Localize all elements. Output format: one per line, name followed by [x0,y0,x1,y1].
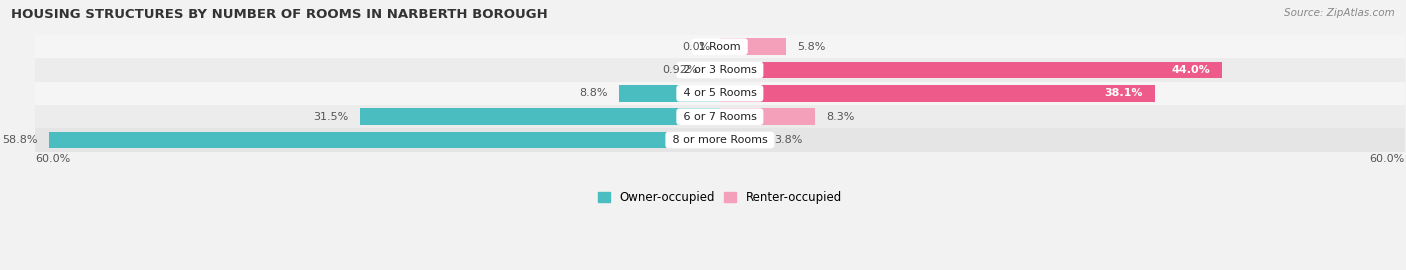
Bar [720,85,1154,102]
Text: 4 or 5 Rooms: 4 or 5 Rooms [679,88,761,98]
Bar [35,35,1405,58]
Legend: Owner-occupied, Renter-occupied: Owner-occupied, Renter-occupied [593,187,846,209]
Text: 0.0%: 0.0% [682,42,710,52]
Bar [35,105,1405,128]
Bar [360,108,720,125]
Text: 8 or more Rooms: 8 or more Rooms [669,135,770,145]
Bar [720,108,814,125]
Text: 5.8%: 5.8% [797,42,825,52]
Bar [720,132,763,148]
Text: 60.0%: 60.0% [1369,154,1405,164]
Text: 8.8%: 8.8% [579,88,607,98]
Bar [620,85,720,102]
Text: 31.5%: 31.5% [314,112,349,122]
Text: Source: ZipAtlas.com: Source: ZipAtlas.com [1284,8,1395,18]
Bar [710,62,720,78]
Text: 58.8%: 58.8% [1,135,38,145]
Text: 6 or 7 Rooms: 6 or 7 Rooms [679,112,761,122]
Text: 2 or 3 Rooms: 2 or 3 Rooms [679,65,761,75]
Bar [49,132,720,148]
Text: 1 Room: 1 Room [696,42,744,52]
Text: 3.8%: 3.8% [775,135,803,145]
Text: 8.3%: 8.3% [825,112,855,122]
Text: 38.1%: 38.1% [1105,88,1143,98]
Bar [720,38,786,55]
Text: HOUSING STRUCTURES BY NUMBER OF ROOMS IN NARBERTH BOROUGH: HOUSING STRUCTURES BY NUMBER OF ROOMS IN… [11,8,548,21]
Text: 44.0%: 44.0% [1171,65,1211,75]
Bar [720,62,1222,78]
Bar [35,82,1405,105]
Text: 0.92%: 0.92% [662,65,697,75]
Bar [35,128,1405,152]
Text: 60.0%: 60.0% [35,154,70,164]
Bar [35,58,1405,82]
